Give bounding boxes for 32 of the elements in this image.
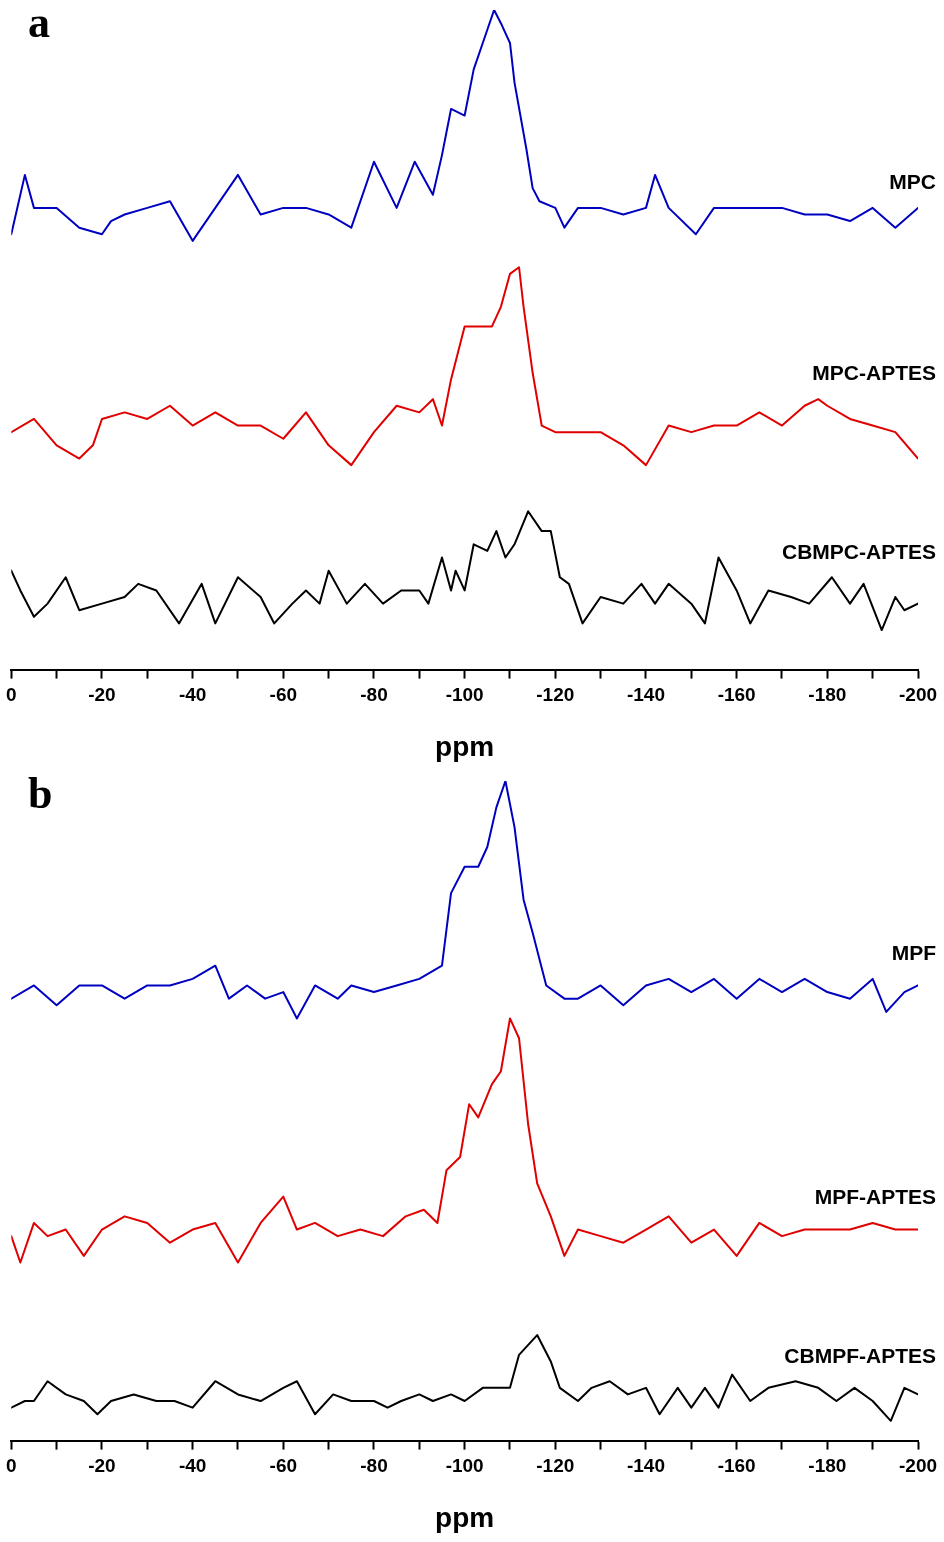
x-axis-title: ppm [435, 730, 495, 762]
x-tick-label: -80 [360, 1455, 388, 1477]
x-tick-label: -40 [178, 1455, 207, 1477]
x-tick-label: -100 [445, 1455, 484, 1477]
x-tick-label: -60 [269, 1455, 298, 1477]
x-tick-label: -20 [88, 1455, 116, 1477]
x-tick-label: -180 [808, 684, 847, 706]
series-label: MPF [891, 941, 937, 965]
x-axis-title: ppm [435, 1501, 495, 1533]
x-tick-label: -20 [88, 684, 116, 706]
x-tick-label: -140 [626, 684, 665, 706]
x-tick-label: -60 [269, 684, 298, 706]
x-tick-label: 0 [5, 1455, 17, 1477]
x-tick-label: -140 [626, 1455, 665, 1477]
series-label: MPC [889, 170, 936, 194]
series-label: MPF-APTES [814, 1185, 936, 1209]
x-tick-label: -180 [808, 1455, 847, 1477]
chart-title: a [28, 0, 50, 48]
x-tick-label: -120 [536, 684, 575, 706]
x-tick-label: -120 [536, 1455, 575, 1477]
x-tick-label: -100 [445, 684, 484, 706]
chart-title: b [28, 769, 53, 819]
x-tick-label: -40 [178, 684, 207, 706]
series-label: MPC-APTES [812, 361, 936, 385]
series-label: CBMPF-APTES [784, 1343, 936, 1367]
x-tick-label: -200 [898, 1455, 938, 1477]
x-tick-label: -80 [360, 684, 388, 706]
x-tick-label: -160 [717, 684, 756, 706]
x-tick-label: 0 [5, 684, 17, 706]
x-tick-label: -160 [717, 1455, 756, 1477]
series-label: CBMPC-APTES [781, 539, 936, 563]
x-tick-label: -200 [898, 684, 938, 706]
